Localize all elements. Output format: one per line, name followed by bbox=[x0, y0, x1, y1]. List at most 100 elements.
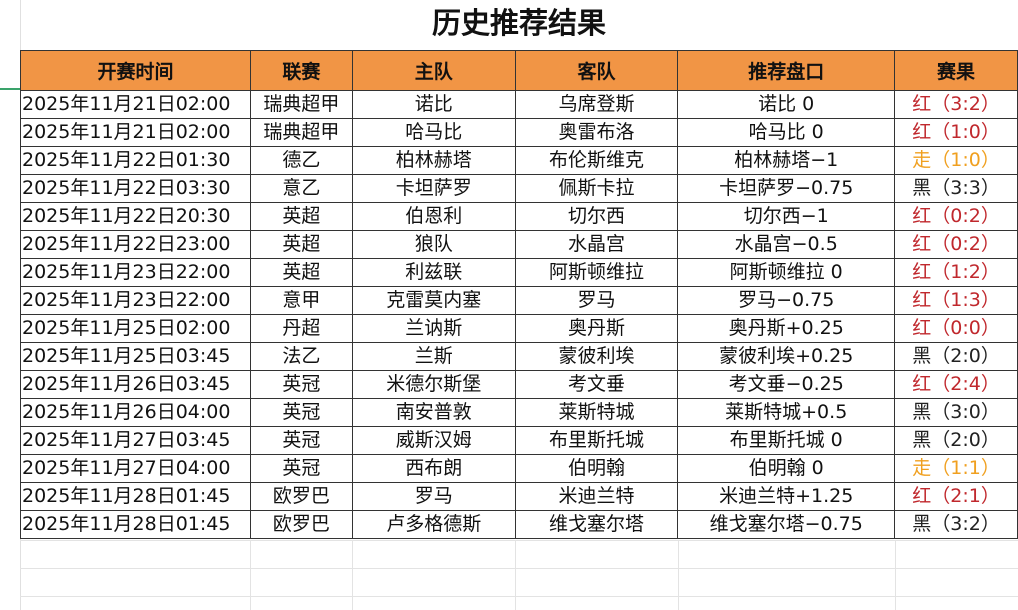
cell-recommended-line[interactable]: 考文垂−0.25 bbox=[677, 370, 896, 399]
cell-away-team[interactable]: 布伦斯维克 bbox=[514, 146, 679, 175]
cell-match-result[interactable]: 红（0:0） bbox=[894, 314, 1018, 343]
cell-home-team[interactable]: 西布朗 bbox=[351, 454, 516, 483]
cell-recommended-line[interactable]: 布里斯托城 0 bbox=[677, 426, 896, 455]
cell-recommended-line[interactable]: 莱斯特城+0.5 bbox=[677, 398, 896, 427]
cell-league[interactable]: 英冠 bbox=[249, 370, 353, 399]
cell-recommended-line[interactable]: 阿斯顿维拉 0 bbox=[677, 258, 896, 287]
cell-kickoff-time[interactable]: 2025年11月22日01:30 bbox=[20, 146, 251, 175]
cell-kickoff-time[interactable]: 2025年11月28日01:45 bbox=[20, 510, 251, 539]
cell-league[interactable]: 英冠 bbox=[249, 398, 353, 427]
cell-home-team[interactable]: 南安普敦 bbox=[351, 398, 516, 427]
column-header-match-result[interactable]: 赛果 bbox=[894, 50, 1018, 91]
cell-home-team[interactable]: 米德尔斯堡 bbox=[351, 370, 516, 399]
cell-match-result[interactable]: 红（2:4） bbox=[894, 370, 1018, 399]
cell-home-team[interactable]: 罗马 bbox=[351, 482, 516, 511]
cell-kickoff-time[interactable]: 2025年11月23日22:00 bbox=[20, 286, 251, 315]
cell-home-team[interactable]: 诺比 bbox=[351, 90, 516, 119]
cell-home-team[interactable]: 柏林赫塔 bbox=[351, 146, 516, 175]
cell-kickoff-time[interactable]: 2025年11月26日03:45 bbox=[20, 370, 251, 399]
cell-home-team[interactable]: 兰斯 bbox=[351, 342, 516, 371]
cell-away-team[interactable]: 乌席登斯 bbox=[514, 90, 679, 119]
column-header-kickoff-time[interactable]: 开赛时间 bbox=[20, 50, 251, 91]
cell-away-team[interactable]: 莱斯特城 bbox=[514, 398, 679, 427]
cell-away-team[interactable]: 切尔西 bbox=[514, 202, 679, 231]
cell-match-result[interactable]: 红（1:0） bbox=[894, 118, 1018, 147]
cell-home-team[interactable]: 兰讷斯 bbox=[351, 314, 516, 343]
column-header-home-team[interactable]: 主队 bbox=[351, 50, 516, 91]
cell-match-result[interactable]: 黑（3:2） bbox=[894, 510, 1018, 539]
cell-match-result[interactable]: 红（1:3） bbox=[894, 286, 1018, 315]
cell-kickoff-time[interactable]: 2025年11月27日04:00 bbox=[20, 454, 251, 483]
cell-league[interactable]: 欧罗巴 bbox=[249, 482, 353, 511]
cell-away-team[interactable]: 布里斯托城 bbox=[514, 426, 679, 455]
cell-league[interactable]: 德乙 bbox=[249, 146, 353, 175]
cell-home-team[interactable]: 卡坦萨罗 bbox=[351, 174, 516, 203]
cell-league[interactable]: 丹超 bbox=[249, 314, 353, 343]
cell-match-result[interactable]: 走（1:0） bbox=[894, 146, 1018, 175]
cell-match-result[interactable]: 黑（3:3） bbox=[894, 174, 1018, 203]
cell-recommended-line[interactable]: 罗马−0.75 bbox=[677, 286, 896, 315]
cell-match-result[interactable]: 黑（2:0） bbox=[894, 426, 1018, 455]
cell-kickoff-time[interactable]: 2025年11月21日02:00 bbox=[20, 90, 251, 119]
cell-kickoff-time[interactable]: 2025年11月22日20:30 bbox=[20, 202, 251, 231]
column-header-recommended-line[interactable]: 推荐盘口 bbox=[677, 50, 896, 91]
cell-recommended-line[interactable]: 水晶宫−0.5 bbox=[677, 230, 896, 259]
cell-away-team[interactable]: 阿斯顿维拉 bbox=[514, 258, 679, 287]
cell-recommended-line[interactable]: 诺比 0 bbox=[677, 90, 896, 119]
cell-league[interactable]: 瑞典超甲 bbox=[249, 118, 353, 147]
cell-away-team[interactable]: 考文垂 bbox=[514, 370, 679, 399]
cell-recommended-line[interactable]: 切尔西−1 bbox=[677, 202, 896, 231]
cell-recommended-line[interactable]: 哈马比 0 bbox=[677, 118, 896, 147]
cell-kickoff-time[interactable]: 2025年11月27日03:45 bbox=[20, 426, 251, 455]
cell-league[interactable]: 法乙 bbox=[249, 342, 353, 371]
column-header-league[interactable]: 联赛 bbox=[249, 50, 353, 91]
cell-match-result[interactable]: 红（3:2） bbox=[894, 90, 1018, 119]
cell-away-team[interactable]: 奥雷布洛 bbox=[514, 118, 679, 147]
cell-kickoff-time[interactable]: 2025年11月26日04:00 bbox=[20, 398, 251, 427]
cell-recommended-line[interactable]: 奥丹斯+0.25 bbox=[677, 314, 896, 343]
cell-recommended-line[interactable]: 卡坦萨罗−0.75 bbox=[677, 174, 896, 203]
cell-match-result[interactable]: 黑（3:0） bbox=[894, 398, 1018, 427]
cell-away-team[interactable]: 伯明翰 bbox=[514, 454, 679, 483]
cell-league[interactable]: 意甲 bbox=[249, 286, 353, 315]
cell-recommended-line[interactable]: 维戈塞尔塔−0.75 bbox=[677, 510, 896, 539]
cell-kickoff-time[interactable]: 2025年11月22日23:00 bbox=[20, 230, 251, 259]
cell-recommended-line[interactable]: 蒙彼利埃+0.25 bbox=[677, 342, 896, 371]
cell-league[interactable]: 欧罗巴 bbox=[249, 510, 353, 539]
cell-kickoff-time[interactable]: 2025年11月28日01:45 bbox=[20, 482, 251, 511]
cell-match-result[interactable]: 红（1:2） bbox=[894, 258, 1018, 287]
cell-home-team[interactable]: 卢多格德斯 bbox=[351, 510, 516, 539]
cell-home-team[interactable]: 哈马比 bbox=[351, 118, 516, 147]
cell-league[interactable]: 意乙 bbox=[249, 174, 353, 203]
cell-kickoff-time[interactable]: 2025年11月22日03:30 bbox=[20, 174, 251, 203]
cell-home-team[interactable]: 克雷莫内塞 bbox=[351, 286, 516, 315]
cell-away-team[interactable]: 奥丹斯 bbox=[514, 314, 679, 343]
cell-home-team[interactable]: 狼队 bbox=[351, 230, 516, 259]
cell-away-team[interactable]: 水晶宫 bbox=[514, 230, 679, 259]
cell-away-team[interactable]: 佩斯卡拉 bbox=[514, 174, 679, 203]
column-header-away-team[interactable]: 客队 bbox=[514, 50, 679, 91]
cell-recommended-line[interactable]: 柏林赫塔−1 bbox=[677, 146, 896, 175]
cell-league[interactable]: 瑞典超甲 bbox=[249, 90, 353, 119]
cell-kickoff-time[interactable]: 2025年11月23日22:00 bbox=[20, 258, 251, 287]
cell-away-team[interactable]: 罗马 bbox=[514, 286, 679, 315]
cell-match-result[interactable]: 红（0:2） bbox=[894, 230, 1018, 259]
cell-recommended-line[interactable]: 伯明翰 0 bbox=[677, 454, 896, 483]
cell-league[interactable]: 英冠 bbox=[249, 454, 353, 483]
cell-league[interactable]: 英冠 bbox=[249, 426, 353, 455]
cell-league[interactable]: 英超 bbox=[249, 258, 353, 287]
cell-match-result[interactable]: 走（1:1） bbox=[894, 454, 1018, 483]
cell-kickoff-time[interactable]: 2025年11月25日03:45 bbox=[20, 342, 251, 371]
cell-home-team[interactable]: 利兹联 bbox=[351, 258, 516, 287]
cell-kickoff-time[interactable]: 2025年11月25日02:00 bbox=[20, 314, 251, 343]
cell-away-team[interactable]: 维戈塞尔塔 bbox=[514, 510, 679, 539]
cell-away-team[interactable]: 米迪兰特 bbox=[514, 482, 679, 511]
cell-home-team[interactable]: 伯恩利 bbox=[351, 202, 516, 231]
cell-match-result[interactable]: 红（2:1） bbox=[894, 482, 1018, 511]
cell-kickoff-time[interactable]: 2025年11月21日02:00 bbox=[20, 118, 251, 147]
cell-away-team[interactable]: 蒙彼利埃 bbox=[514, 342, 679, 371]
cell-league[interactable]: 英超 bbox=[249, 202, 353, 231]
cell-league[interactable]: 英超 bbox=[249, 230, 353, 259]
cell-match-result[interactable]: 红（0:2） bbox=[894, 202, 1018, 231]
cell-match-result[interactable]: 黑（2:0） bbox=[894, 342, 1018, 371]
